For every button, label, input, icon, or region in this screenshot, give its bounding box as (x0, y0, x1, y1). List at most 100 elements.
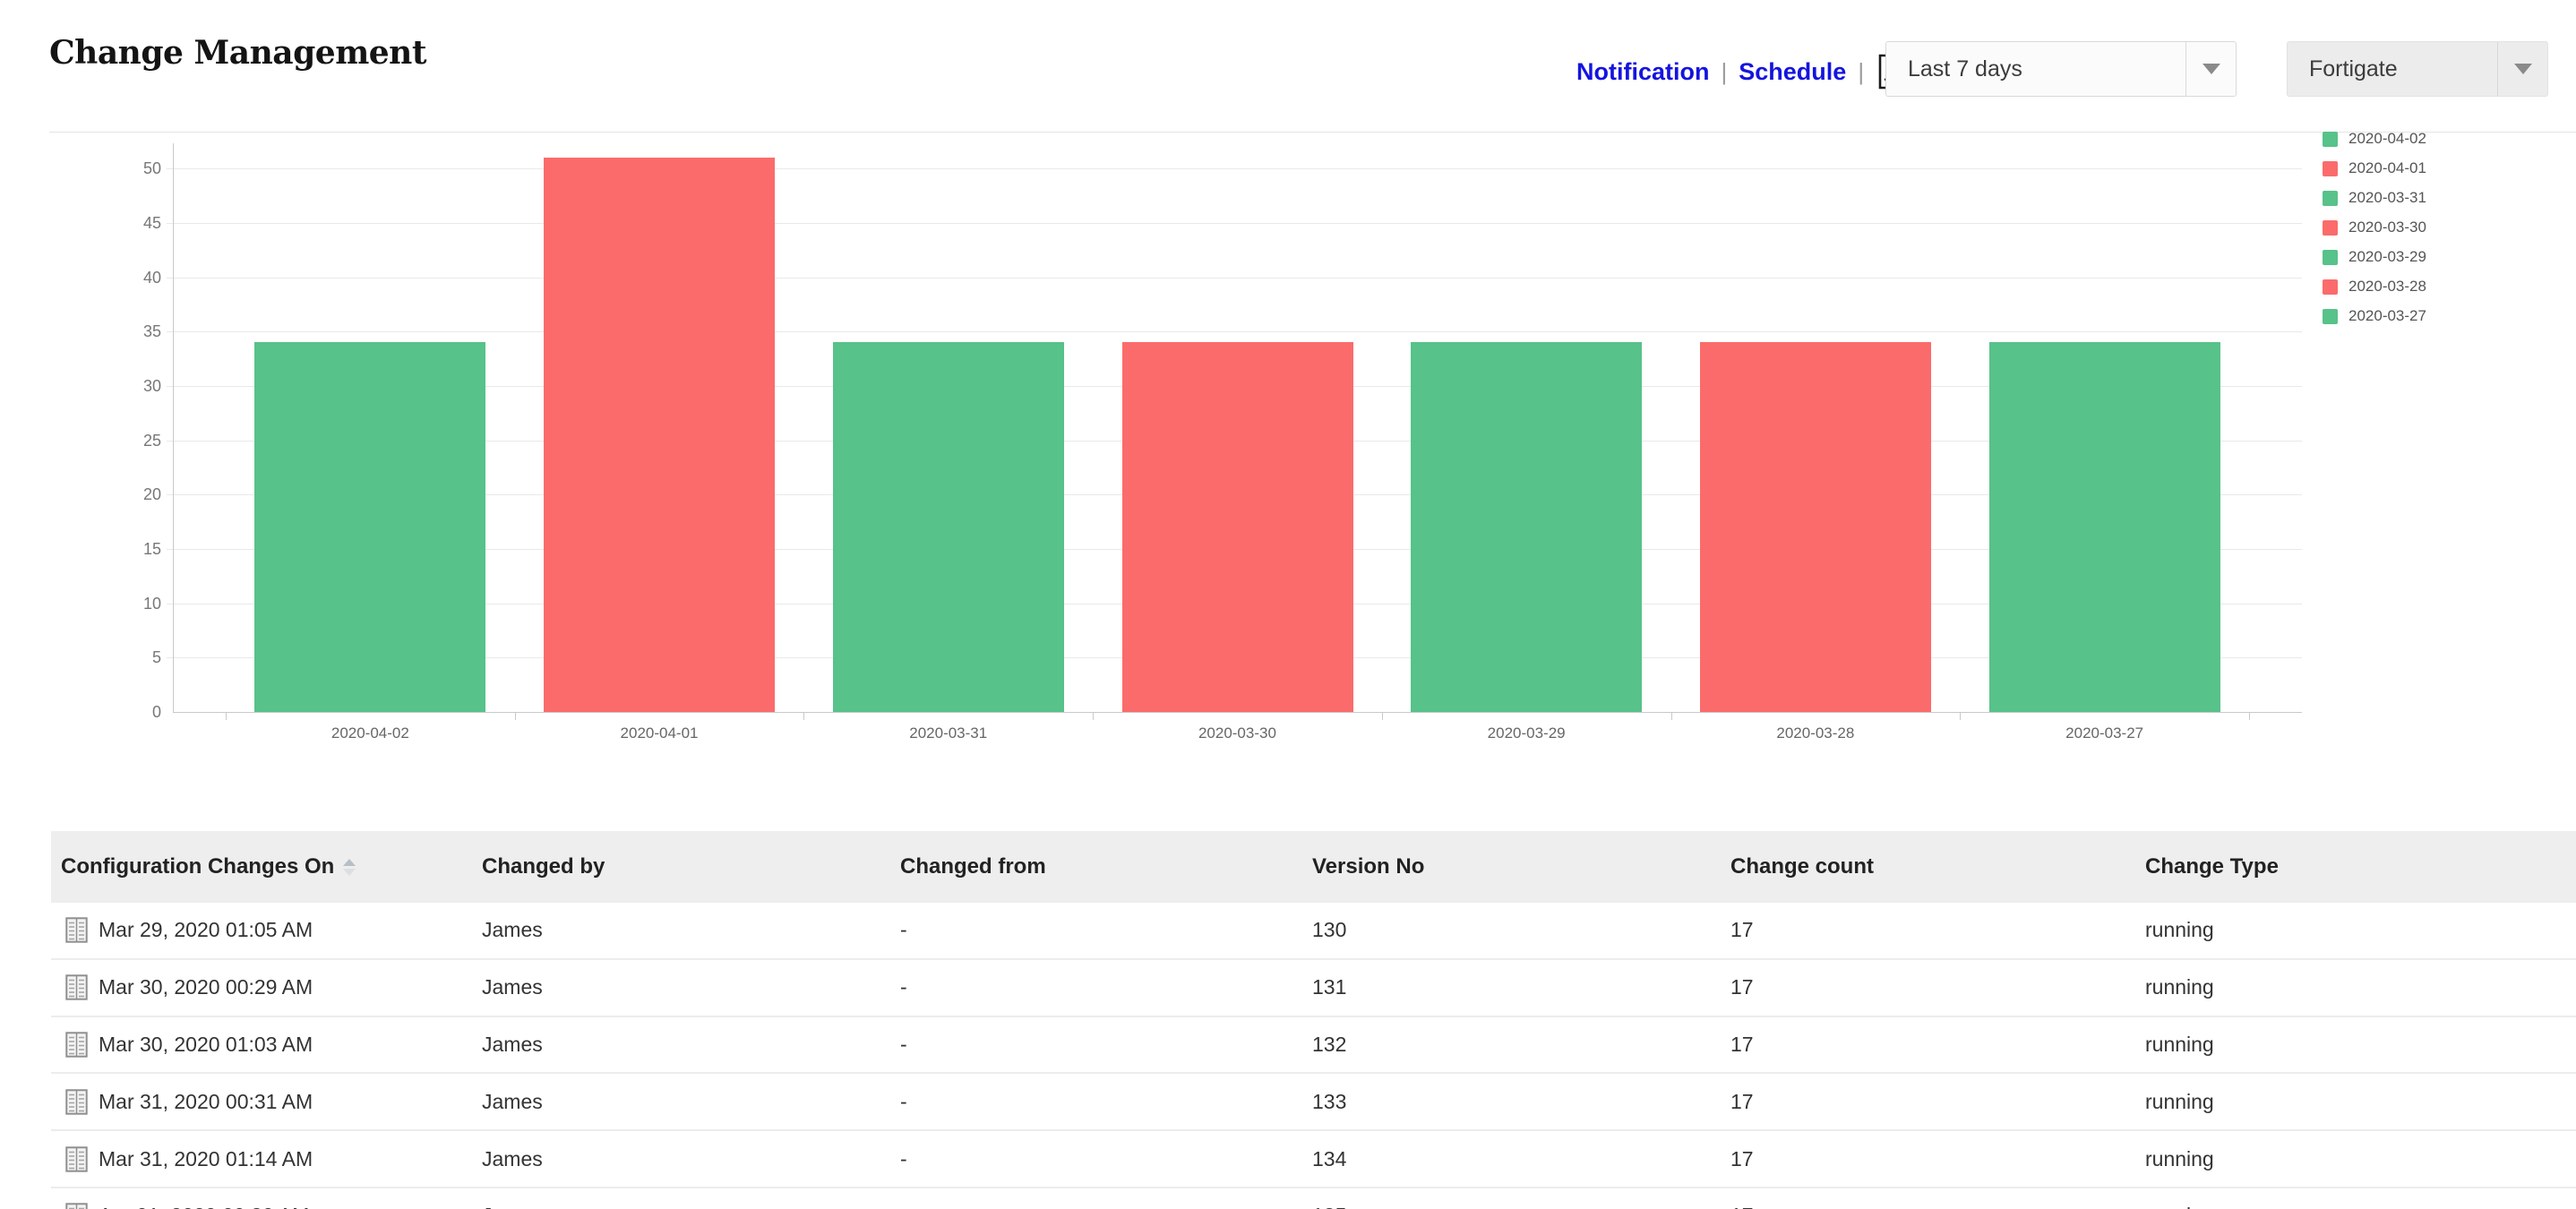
table-body: Mar 29, 2020 01:05 AM James -130 17 running M… (51, 903, 2576, 1209)
table-row[interactable]: Mar 30, 2020 00:29 AM James - 131 17 running (51, 959, 2576, 1017)
cell-changed-by: James (472, 1204, 890, 1209)
legend-item[interactable]: 2020-03-30 (2323, 217, 2426, 238)
legend-item[interactable]: 2020-03-27 (2323, 305, 2426, 327)
chevron-down-icon (2497, 42, 2547, 96)
table-row[interactable]: Mar 30, 2020 01:03 AM James - 132 17 running (51, 1016, 2576, 1075)
bar[interactable] (1121, 342, 1353, 712)
y-tick-label: 10 (142, 594, 161, 613)
notification-link[interactable]: Notification (1576, 57, 1710, 85)
config-changes-on-value: Mar 31, 2020 01:14 AM (99, 1146, 313, 1170)
header-change-type[interactable]: Change Type (2145, 854, 2279, 879)
axis-tick (1960, 713, 1962, 720)
axis-tick (514, 713, 516, 720)
bar[interactable] (544, 158, 776, 712)
cell-change-count: 17 (1730, 1146, 1754, 1170)
header-changed-by[interactable]: Changed by (482, 854, 605, 879)
change-trend-chart: 0 5 10 15 20 25 30 35 40 45 50 2020-04-02 2020-04-01… (0, 132, 2576, 759)
legend-label: 2020-03-30 (2348, 219, 2426, 236)
config-diff-icon[interactable] (65, 1203, 88, 1209)
sort-asc-icon (343, 858, 356, 876)
table-row[interactable]: Apr 01, 2020 00:30 AM James-13517running (51, 1188, 2576, 1209)
legend-label: 2020-04-01 (2348, 159, 2426, 176)
config-diff-icon[interactable] (65, 1089, 88, 1115)
legend-swatch (2323, 279, 2338, 295)
legend-label: 2020-03-28 (2348, 278, 2426, 295)
page-title: Change Management (49, 34, 427, 72)
y-tick-label: 20 (142, 485, 161, 504)
y-tick-label: 45 (142, 213, 161, 232)
config-changes-table: Configuration Changes On Changed by Chan… (51, 831, 2576, 1209)
config-changes-on-value: Mar 29, 2020 01:05 AM (99, 918, 313, 942)
chart-legend: 2020-04-02 2020-04-01 2020-03-31 2020-03-30… (0, 132, 2576, 759)
legend-item[interactable]: 2020-03-29 (2323, 246, 2426, 268)
y-tick-label: 50 (142, 159, 161, 178)
cell-version-no: 131 (1312, 975, 1347, 999)
chevron-down-icon (2185, 42, 2236, 96)
bar[interactable] (1699, 342, 1931, 712)
device-dropdown-value: Fortigate (2309, 56, 2398, 81)
legend-swatch (2323, 132, 2338, 147)
device-dropdown[interactable]: Fortigate (2287, 41, 2548, 97)
legend-label: 2020-03-31 (2348, 189, 2426, 206)
config-diff-icon[interactable] (65, 1145, 88, 1172)
legend-item[interactable]: 2020-04-02 (2323, 132, 2426, 150)
schedule-link[interactable]: Schedule (1739, 57, 1847, 85)
category-label: 2020-03-31 (909, 725, 988, 742)
legend-swatch (2323, 190, 2338, 206)
table-row[interactable]: Mar 31, 2020 00:31 AM James - 133 17 running (51, 1074, 2576, 1132)
header-configuration-changes-on[interactable]: Configuration Changes On (51, 854, 472, 879)
link-separator: | (1721, 57, 1728, 85)
config-changes-on-value: Apr 01, 2020 00:30 AM (99, 1204, 309, 1209)
cell-change-count: 17 (1721, 1204, 2135, 1209)
category-label: 2020-04-01 (620, 725, 699, 742)
table-row[interactable]: Mar 29, 2020 01:05 AM James - 130 17 running (51, 903, 2576, 960)
axis-tick (226, 713, 227, 720)
category-label: 2020-03-30 (1198, 725, 1276, 742)
gridline (167, 277, 2302, 279)
cell-changes-on: Mar 31, 2020 00:31 AM (51, 1089, 472, 1115)
cell-changed-by: James (482, 918, 543, 942)
cell-changed-from: - (900, 1089, 907, 1113)
chart-plot-area: 0 5 10 15 20 25 30 35 40 45 50 2020-04-02 2020-04-01… (0, 132, 2576, 759)
y-tick-label: 35 (142, 322, 161, 341)
y-tick-label: 30 (142, 376, 161, 395)
bar[interactable] (254, 342, 486, 712)
legend-item[interactable]: 2020-03-31 (2323, 187, 2426, 209)
cell-changed-by: James (482, 1089, 543, 1113)
config-diff-icon[interactable] (65, 974, 88, 1000)
cell-changes-on: Mar 30, 2020 01:03 AM (51, 1032, 472, 1058)
cell-change-count: 17 (1730, 1032, 1754, 1056)
period-dropdown-value: Last 7 days (1908, 56, 2022, 81)
header-changed-from[interactable]: Changed from (900, 854, 1046, 879)
header-change-count[interactable]: Change count (1730, 854, 1874, 879)
cell-changed-by: James (482, 975, 543, 999)
gridline (167, 222, 2302, 224)
config-diff-icon[interactable] (65, 917, 88, 944)
y-tick-label: 0 (151, 703, 161, 721)
header-actions: Notification | Schedule | | (1576, 52, 1937, 91)
cell-version-no: 134 (1312, 1146, 1347, 1170)
category-label: 2020-03-28 (1776, 725, 1855, 742)
legend-item[interactable]: 2020-04-01 (2323, 158, 2426, 179)
legend-swatch (2323, 160, 2338, 176)
y-tick-label: 25 (142, 431, 161, 450)
cell-changed-from: - (900, 918, 907, 942)
bar[interactable] (1411, 342, 1643, 712)
config-changes-on-value: Mar 30, 2020 00:29 AM (99, 975, 313, 999)
cell-version-no: 132 (1312, 1032, 1347, 1056)
config-diff-icon[interactable] (65, 1032, 88, 1058)
cell-change-type: running (2145, 1146, 2214, 1170)
axis-tick (2249, 713, 2250, 720)
cell-change-type: running (2145, 1032, 2214, 1056)
period-dropdown[interactable]: Last 7 days (1885, 41, 2237, 97)
cell-change-type: running (2145, 1089, 2214, 1113)
header-version-no[interactable]: Version No (1312, 854, 1425, 879)
bar[interactable] (832, 342, 1064, 712)
legend-item[interactable]: 2020-03-28 (2323, 276, 2426, 297)
table-row[interactable]: Mar 31, 2020 01:14 AM James - 134 17 running (51, 1131, 2576, 1188)
cell-changes-on: Mar 31, 2020 01:14 AM (51, 1145, 472, 1172)
y-axis-line (173, 143, 174, 713)
cell-changed-from: - (900, 1146, 907, 1170)
bar[interactable] (1988, 342, 2220, 712)
legend-swatch (2323, 219, 2338, 236)
